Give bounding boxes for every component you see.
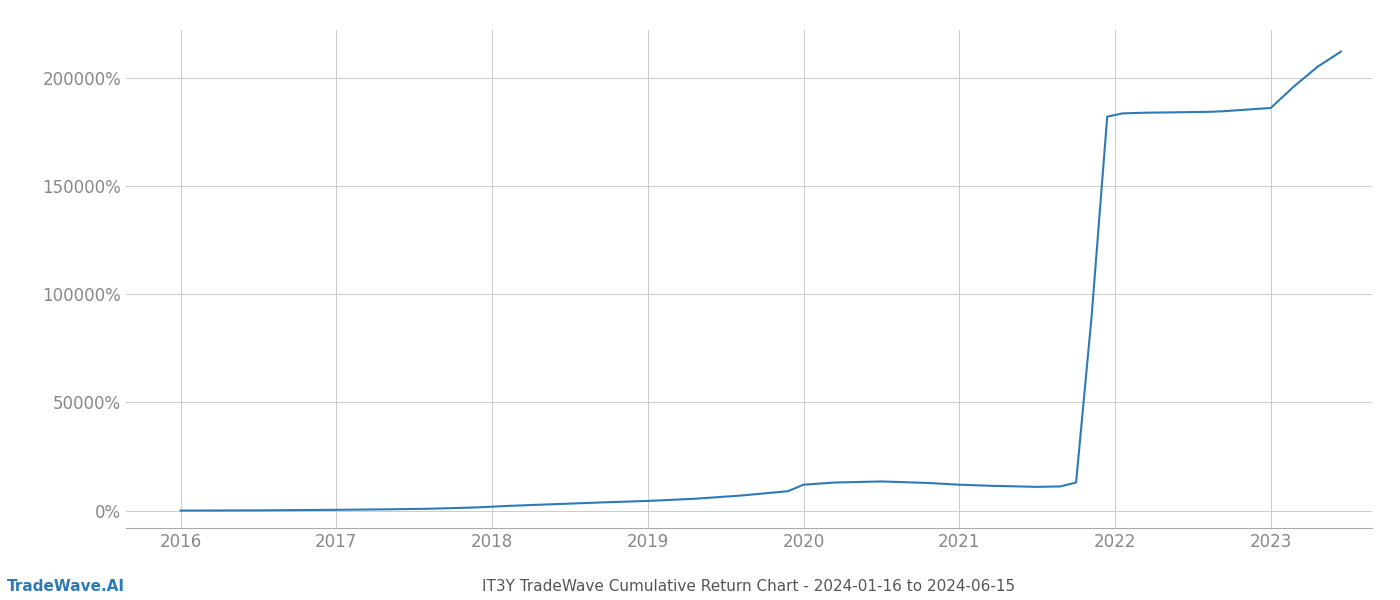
Text: IT3Y TradeWave Cumulative Return Chart - 2024-01-16 to 2024-06-15: IT3Y TradeWave Cumulative Return Chart -… bbox=[483, 579, 1015, 594]
Text: TradeWave.AI: TradeWave.AI bbox=[7, 579, 125, 594]
